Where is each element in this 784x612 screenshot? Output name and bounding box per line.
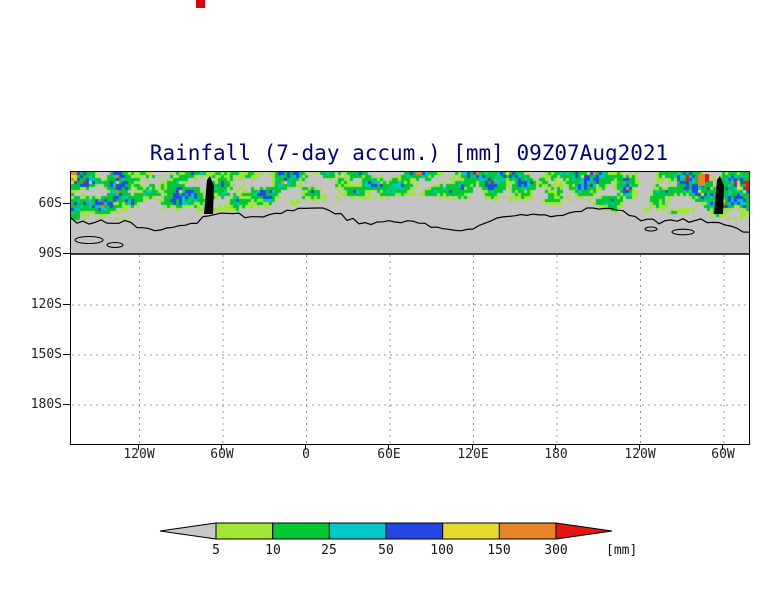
x-tick-label: 120W — [123, 447, 155, 462]
x-axis-tick — [555, 444, 556, 450]
colorbar-label: 25 — [321, 543, 337, 558]
x-tick-label: 0 — [302, 447, 310, 462]
x-tick-label: 180 — [544, 447, 568, 462]
longitude-gridlines — [139, 255, 725, 443]
plot-area — [70, 171, 750, 445]
x-tick-label: 60E — [377, 447, 401, 462]
y-tick-label: 60S — [38, 196, 62, 211]
y-tick-label: 180S — [30, 397, 62, 412]
y-axis-tick — [63, 354, 70, 355]
y-tick-label: 150S — [30, 347, 62, 362]
rainfall-field-canvas — [71, 172, 749, 223]
top-edge-red-marker — [196, 0, 205, 8]
colorbar-label: 50 — [378, 543, 394, 558]
coastline-path — [71, 207, 749, 233]
x-axis-tick — [388, 444, 389, 450]
colorbar-label: 300 — [544, 543, 568, 558]
y-tick-label: 90S — [38, 246, 62, 261]
x-tick-label: 60W — [210, 447, 234, 462]
island-outlines — [74, 226, 695, 249]
x-axis-tick — [221, 444, 222, 450]
colorbar-units-label: [mm] — [606, 543, 638, 558]
x-tick-label: 60W — [711, 447, 735, 462]
x-axis-tick — [138, 444, 139, 450]
y-tick-label: 120S — [30, 297, 62, 312]
x-axis-tick — [305, 444, 306, 450]
colorbar-label: 10 — [265, 543, 281, 558]
colorbar — [159, 522, 613, 540]
x-tick-label: 120E — [457, 447, 489, 462]
y-axis-tick — [63, 253, 70, 254]
x-axis-tick — [472, 444, 473, 450]
x-axis-tick — [722, 444, 723, 450]
latitude-gridlines — [72, 304, 748, 406]
y-axis-tick — [63, 404, 70, 405]
heavy-rain-spot-orange — [698, 174, 705, 186]
heavy-rain-spot-red — [705, 174, 709, 182]
peninsula-right — [714, 176, 724, 214]
colorbar-label: 150 — [487, 543, 511, 558]
colorbar-label: 5 — [212, 543, 220, 558]
y-axis-tick — [63, 304, 70, 305]
y-axis-tick — [63, 203, 70, 204]
colorbar-label: 100 — [430, 543, 454, 558]
x-tick-label: 120W — [624, 447, 656, 462]
map-overlay-svg — [71, 174, 749, 443]
chart-title: Rainfall (7-day accum.) [mm] 09Z07Aug202… — [149, 141, 669, 165]
peninsula-left — [204, 176, 214, 214]
x-axis-tick — [639, 444, 640, 450]
